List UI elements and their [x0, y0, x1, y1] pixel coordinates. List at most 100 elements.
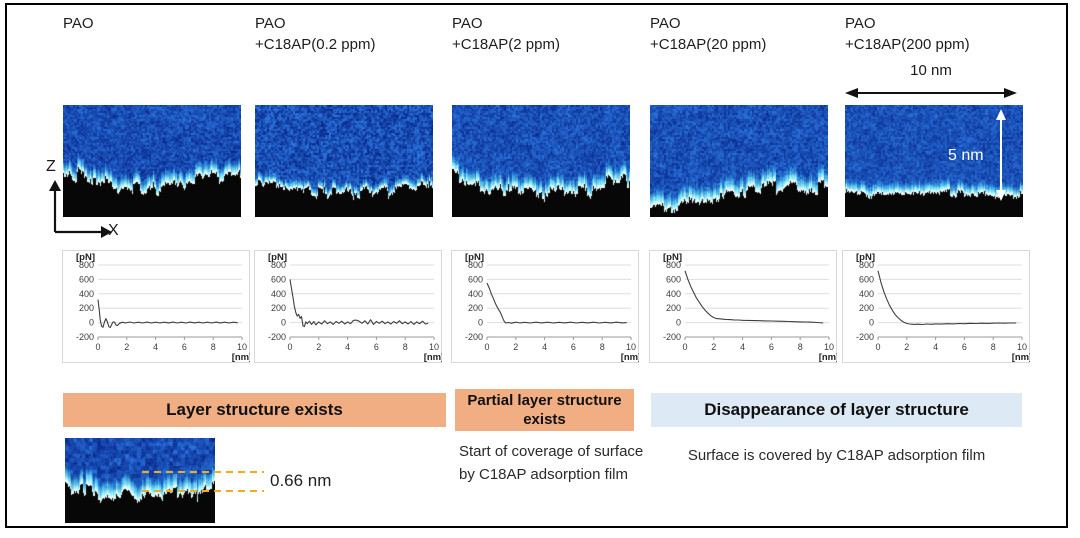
- svg-text:800: 800: [859, 260, 874, 270]
- afm-canvas: [845, 105, 1023, 217]
- svg-text:6: 6: [374, 342, 379, 352]
- svg-text:200: 200: [666, 303, 681, 313]
- svg-text:0: 0: [89, 318, 94, 328]
- svg-text:10: 10: [824, 342, 834, 352]
- afm-image-200ppm: 5 nm: [845, 105, 1023, 217]
- afm-image-0-2ppm: [255, 105, 433, 217]
- column-title-c18ap-200ppm: PAO +C18AP(200 ppm): [845, 13, 1040, 55]
- zx-axes-icon: [49, 180, 112, 238]
- svg-text:0: 0: [95, 342, 100, 352]
- svg-text:200: 200: [79, 303, 94, 313]
- svg-text:600: 600: [859, 274, 874, 284]
- column-title-c18ap-0-2ppm: PAO +C18AP(0.2 ppm): [255, 13, 450, 55]
- layer-dashed-line-top: [142, 471, 264, 473]
- svg-text:[pN]: [pN]: [465, 252, 484, 263]
- layer-spacing-label: 0.66 nm: [270, 471, 332, 490]
- svg-text:200: 200: [859, 303, 874, 313]
- column-title-c18ap-20ppm: PAO +C18AP(20 ppm): [650, 13, 845, 55]
- svg-text:400: 400: [271, 289, 286, 299]
- svg-text:0: 0: [484, 342, 489, 352]
- svg-text:4: 4: [153, 342, 158, 352]
- svg-text:2: 2: [316, 342, 321, 352]
- svg-text:4: 4: [542, 342, 547, 352]
- svg-text:4: 4: [933, 342, 938, 352]
- svg-text:0: 0: [676, 318, 681, 328]
- afm-image-20ppm: [650, 105, 828, 217]
- svg-text:-200: -200: [268, 332, 286, 342]
- svg-text:2: 2: [711, 342, 716, 352]
- svg-text:[pN]: [pN]: [268, 252, 287, 263]
- column-title-line1: PAO: [452, 15, 483, 32]
- scale-10nm-arrow-icon: [845, 88, 1017, 98]
- afm-canvas: [63, 105, 241, 217]
- svg-text:400: 400: [859, 289, 874, 299]
- banner-disappearance-layer-structure: Disappearance of layer structure: [651, 393, 1022, 427]
- svg-text:0: 0: [869, 318, 874, 328]
- svg-text:[pN]: [pN]: [76, 252, 95, 263]
- svg-text:6: 6: [962, 342, 967, 352]
- svg-text:800: 800: [271, 260, 286, 270]
- x-axis-label: X: [108, 222, 119, 239]
- svg-text:200: 200: [271, 303, 286, 313]
- column-title-line2: +C18AP(20 ppm): [650, 36, 767, 53]
- svg-text:6: 6: [182, 342, 187, 352]
- afm-canvas: [650, 105, 828, 217]
- svg-text:8: 8: [798, 342, 803, 352]
- svg-text:4: 4: [740, 342, 745, 352]
- svg-text:-200: -200: [465, 332, 483, 342]
- column-title-line2: +C18AP(200 ppm): [845, 36, 970, 53]
- layer-dashed-line-bottom: [142, 490, 264, 492]
- scale-5nm-arrow-icon: [996, 109, 1006, 201]
- svg-text:10: 10: [237, 342, 247, 352]
- afm-image-2ppm: [452, 105, 630, 217]
- svg-text:10: 10: [626, 342, 636, 352]
- svg-text:-200: -200: [856, 332, 874, 342]
- svg-text:[nm]: [nm]: [232, 352, 250, 363]
- caption-partial-coverage: Start of coverage of surface by C18AP ad…: [459, 443, 644, 483]
- svg-text:600: 600: [271, 274, 286, 284]
- column-title-line2: +C18AP(2 ppm): [452, 36, 560, 53]
- svg-text:0: 0: [281, 318, 286, 328]
- svg-text:0: 0: [875, 342, 880, 352]
- svg-text:4: 4: [345, 342, 350, 352]
- svg-text:2: 2: [904, 342, 909, 352]
- column-title-line1: PAO: [63, 15, 94, 32]
- column-title-line1: PAO: [650, 15, 681, 32]
- svg-text:2: 2: [124, 342, 129, 352]
- svg-text:[pN]: [pN]: [856, 252, 875, 263]
- scale-5nm-label: 5 nm: [948, 147, 984, 164]
- svg-text:600: 600: [468, 274, 483, 284]
- svg-text:8: 8: [211, 342, 216, 352]
- svg-text:0: 0: [287, 342, 292, 352]
- svg-text:200: 200: [468, 303, 483, 313]
- svg-text:6: 6: [571, 342, 576, 352]
- svg-text:800: 800: [468, 260, 483, 270]
- column-title-line1: PAO: [255, 15, 286, 32]
- svg-text:-200: -200: [663, 332, 681, 342]
- svg-text:[nm]: [nm]: [1012, 352, 1030, 363]
- svg-text:600: 600: [666, 274, 681, 284]
- svg-text:600: 600: [79, 274, 94, 284]
- caption-surface-covered: Surface is covered by C18AP adsorption f…: [687, 447, 986, 464]
- column-title-line1: PAO: [845, 15, 876, 32]
- afm-inset-canvas: [65, 438, 215, 523]
- column-title-pao: PAO: [63, 13, 258, 34]
- svg-text:800: 800: [666, 260, 681, 270]
- svg-text:400: 400: [468, 289, 483, 299]
- svg-text:10: 10: [1017, 342, 1027, 352]
- afm-inset-zoom: [65, 438, 215, 523]
- afm-canvas: [452, 105, 630, 217]
- svg-text:400: 400: [666, 289, 681, 299]
- column-title-line2: +C18AP(0.2 ppm): [255, 36, 376, 53]
- afm-image-pao: [63, 105, 241, 217]
- svg-text:[nm]: [nm]: [424, 352, 442, 363]
- svg-text:8: 8: [991, 342, 996, 352]
- afm-canvas: [255, 105, 433, 217]
- scale-10nm-label: 10 nm: [910, 62, 952, 79]
- svg-text:6: 6: [769, 342, 774, 352]
